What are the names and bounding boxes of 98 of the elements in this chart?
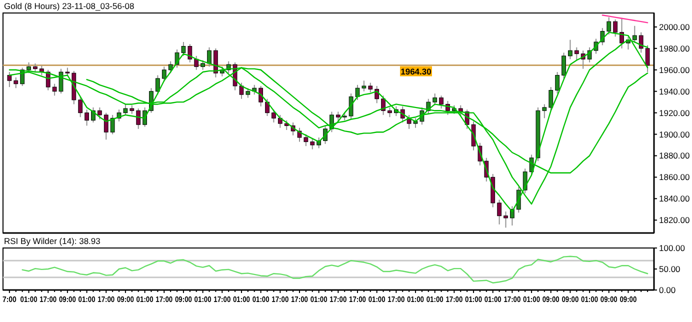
candlestick [156,74,160,96]
x-tick-label: 09:00 [58,295,80,304]
x-tick-label: 17:00 [272,295,292,304]
ref-line-label: 1964.30 [400,66,432,76]
x-tick-label: 01:00 [581,295,602,304]
x-tick-label: 01:00 [426,295,447,304]
x-tick-label: 09:00 [174,295,196,304]
x-tick-label: 17:00 [330,295,350,304]
y-tick-label: 1980.00 [659,43,690,54]
candlestick [110,114,115,135]
candlestick [388,106,392,118]
x-tick-label: 09:00 [116,295,138,304]
candlestick [368,82,373,93]
y-tick-label: 100.00 [659,243,686,253]
candlestick [188,44,192,63]
x-tick-label: 17:00 [446,295,466,304]
candlestick [568,39,572,60]
candlestick [497,199,502,225]
candlestick [52,83,57,96]
line-series [22,256,648,284]
x-tick-label: 01:00 [310,295,331,304]
x-tick-label: 01:00 [194,295,215,304]
candlestick [207,46,212,68]
candlestick [432,92,438,106]
candlestick [246,88,250,98]
y-tick-label: 1960.00 [659,64,690,75]
candlestick [638,32,644,54]
x-tick-label: 01:00 [232,295,254,304]
y-tick-label: 1920.00 [659,108,690,118]
x-tick-label: 01:00 [136,295,157,304]
candlestick [439,95,444,110]
y-tick-label: 1880.00 [659,150,690,161]
candlestick [278,114,282,128]
x-tick-label: 7:00 [2,295,18,304]
candlestick [574,46,579,61]
candlestick [632,25,637,44]
y-tick-label: 1860.00 [659,172,690,182]
candlestick [78,96,83,118]
x-tick-label: 01:00 [465,295,486,304]
y-tick-label: 1840.00 [659,194,690,204]
candlestick [613,18,618,38]
candlestick [26,62,31,74]
y-tick-label: 0.00 [659,285,676,295]
x-tick-label: 01:00 [407,295,428,304]
y-tick-label: 50.00 [659,264,681,274]
x-tick-label: 01:00 [20,295,41,304]
x-tick-label: 17:00 [214,295,234,304]
candlestick [310,138,315,150]
x-tick-label: 09:00 [542,295,563,304]
x-tick-label: 17:00 [388,295,408,304]
y-tick-label: 1900.00 [659,129,690,140]
candlestick [136,108,141,130]
candlestick [542,104,547,119]
y-tick-label: 1820.00 [659,215,690,226]
x-tick-label: 01:00 [484,295,505,304]
candlestick [323,125,328,144]
x-tick-label: 09:00 [620,295,640,304]
candlestick [162,66,166,82]
candlestick [555,72,560,94]
candlestick [265,98,270,117]
line-series [602,14,648,24]
candlestick [645,44,650,73]
candlestick [381,95,386,116]
candlestick [98,106,102,120]
candlestick [258,85,264,107]
candlestick [104,112,108,140]
candlestick [284,120,289,130]
x-tick-label: 01:00 [523,295,544,304]
candlestick [214,48,218,78]
x-tick-label: 01:00 [78,295,99,304]
candlestick [471,120,476,151]
x-tick-label: 17:00 [504,295,524,304]
y-tick-label: 1940.00 [659,86,690,96]
candlestick [562,52,566,79]
candlestick [548,86,554,112]
candlestick [606,16,612,35]
x-tick-label: 09:00 [600,295,621,304]
x-tick-label: 17:00 [349,295,370,304]
x-tick-label: 17:00 [290,295,312,304]
candlestick [194,55,199,70]
candlestick [84,109,89,126]
x-tick-label: 17:00 [40,295,60,304]
candlestick [7,72,12,88]
candlestick [272,109,276,123]
x-tick-label: 09:00 [562,295,582,304]
x-tick-label: 01:00 [368,295,389,304]
x-tick-label: 17:00 [156,295,176,304]
candlestick [142,106,147,128]
candlestick [620,18,624,49]
candlestick [200,60,205,70]
candlestick [504,211,508,228]
candlestick [336,111,340,122]
chart-title: RSI By Wilder (14): 38.93 [4,236,101,246]
y-tick-label: 2000.00 [659,22,690,32]
candlestick [14,76,18,89]
x-tick-label: 17:00 [98,295,118,304]
x-tick-label: 01:00 [252,295,273,304]
chart-title: Gold (8 Hours) 23-11-08_03-56-08 [4,1,135,11]
